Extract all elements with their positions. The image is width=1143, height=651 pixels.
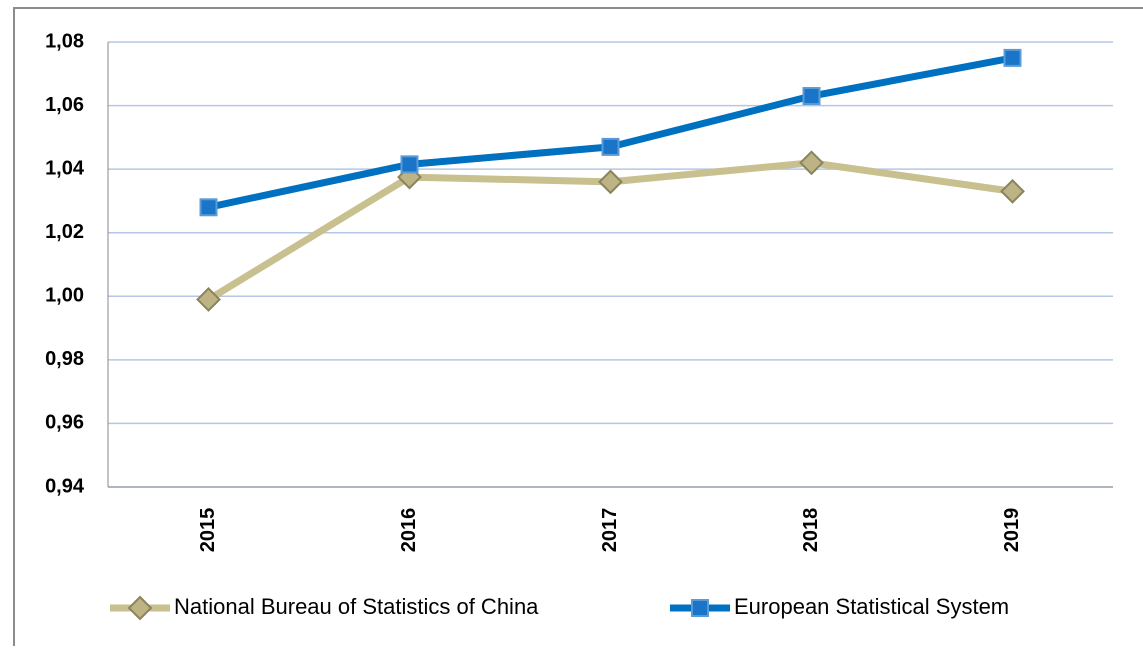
chart-frame [13,7,1143,651]
y-tick-label: 1,08 [45,30,84,52]
series-marker [1003,48,1022,67]
x-tick-label: 2015 [197,508,219,553]
y-tick-label: 1,06 [45,94,84,116]
series-marker [196,287,221,312]
legend-label: National Bureau of Statistics of China [174,594,539,619]
y-tick-label: 0,98 [45,348,84,370]
y-tick-label: 1,02 [45,221,84,243]
x-tick-label: 2019 [1001,508,1023,553]
legend-label: European Statistical System [734,594,1009,619]
y-tick-label: 0,94 [45,475,85,497]
y-tick-label: 1,00 [45,285,84,307]
x-tick-label: 2017 [599,508,621,553]
legend-marker [691,599,709,617]
legend-marker [127,595,153,621]
series-marker [397,164,422,190]
y-tick-label: 0,96 [45,412,84,434]
series-marker [799,150,824,176]
series-marker [400,155,419,174]
series-marker [802,87,821,106]
y-tick-label: 1,04 [45,157,85,179]
x-tick-label: 2018 [800,508,822,553]
x-tick-label: 2016 [398,508,420,553]
series-marker [1000,178,1025,204]
series-marker [601,137,620,156]
series-marker [598,169,623,195]
series-marker [199,198,218,217]
